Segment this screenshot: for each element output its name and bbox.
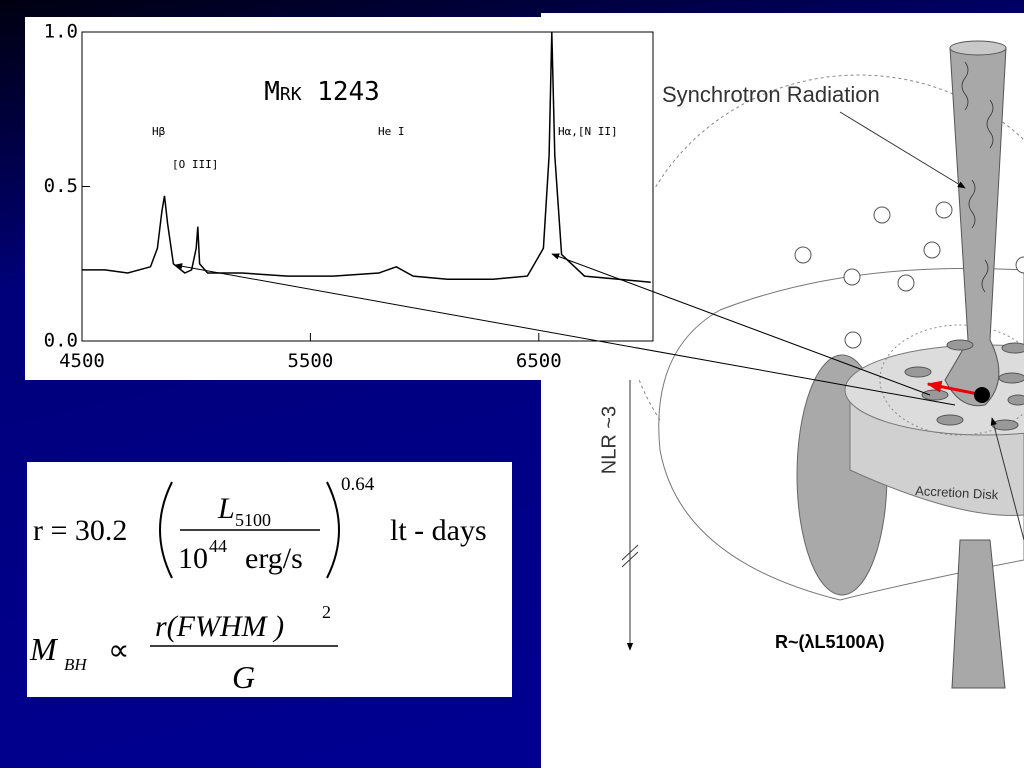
- annotation: [O III]: [172, 158, 218, 171]
- black-hole: [974, 387, 990, 403]
- x-tick-label: 5500: [288, 350, 334, 372]
- link-arrow: [551, 253, 931, 396]
- y-tick-label: 0.0: [44, 330, 78, 352]
- formula-text: lt - days: [390, 514, 487, 547]
- formula-text: L: [217, 492, 235, 525]
- annotation: He I: [378, 125, 405, 138]
- formula-text: G: [232, 659, 255, 695]
- formula-text: 10: [178, 542, 208, 575]
- formula-text: ∝: [108, 634, 129, 667]
- spectrum-line: [82, 31, 651, 284]
- scale-break: [621, 544, 639, 561]
- formula-text: 2: [322, 602, 331, 622]
- formula-text: erg/s: [245, 542, 303, 575]
- link-arrow: [174, 263, 956, 406]
- formula: r = 30.2 L 5100 10 44 erg/s 0.64 lt - da…: [27, 462, 512, 697]
- nlr-clouds: [794, 201, 1024, 349]
- label-pointer: [990, 417, 1024, 541]
- formula-text: 5100: [235, 510, 271, 530]
- annotation: Hα,[N II]: [558, 125, 618, 138]
- jet-lower: [951, 539, 1006, 689]
- blr-boundary: [879, 324, 1024, 436]
- jet-top: [949, 40, 1007, 56]
- x-tick-label: 6500: [516, 350, 562, 372]
- formula-text: r(FWHM ): [155, 610, 284, 643]
- label: NLR ~3: [598, 406, 620, 474]
- formula-text: r = 30.2: [33, 514, 127, 547]
- scale-break: [621, 551, 639, 568]
- label-pointer: [839, 111, 966, 189]
- annotation: Hβ: [152, 125, 166, 138]
- formula-text: BH: [64, 655, 88, 674]
- synchrotron-wiggles: [961, 61, 994, 293]
- formula-text: M: [29, 631, 59, 667]
- dome: [623, 74, 1024, 421]
- label: Accretion Disk: [915, 483, 999, 502]
- formula-text: 0.64: [341, 474, 375, 495]
- spectrum-chart: Mrk 1243 Hβ [O III] He I Hα,[N II] 0.0 0.…: [25, 17, 655, 380]
- label: R~(λL5100A): [775, 632, 885, 652]
- formula-text: 44: [209, 536, 227, 556]
- torus-outline: [658, 309, 841, 601]
- label: Synchrotron Radiation: [662, 82, 880, 107]
- y-tick-label: 0.5: [44, 175, 78, 197]
- chart-title: Mrk 1243: [264, 77, 380, 107]
- parenthesis: [159, 481, 340, 579]
- jet-upper: [944, 47, 1007, 407]
- y-tick-label: 1.0: [44, 21, 78, 43]
- torus-outline: [719, 267, 1024, 601]
- radius-arrow: [926, 380, 979, 396]
- x-tick-label: 4500: [59, 350, 105, 372]
- formula-panel: [27, 462, 512, 697]
- spectrum-panel: [25, 17, 655, 380]
